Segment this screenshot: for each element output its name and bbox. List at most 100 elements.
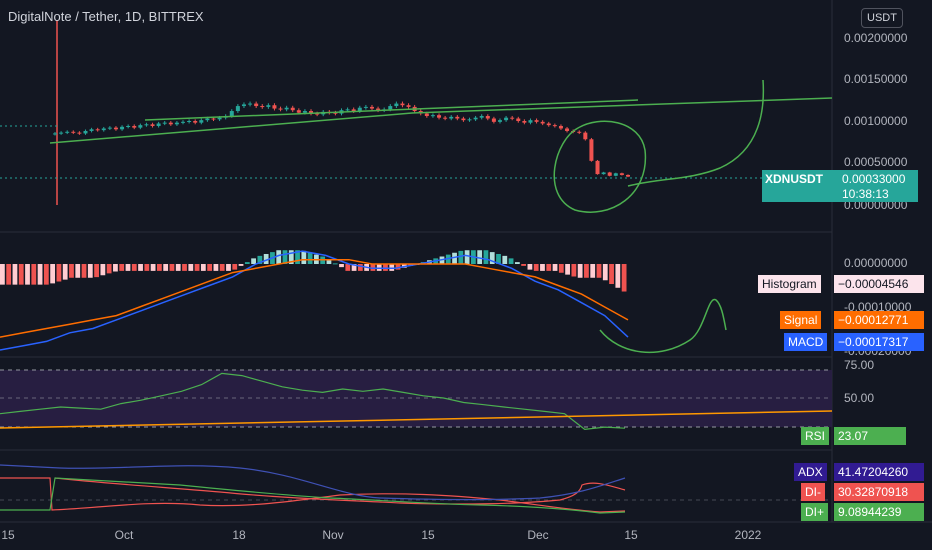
histogram-bar	[609, 264, 614, 285]
di-minus-line	[0, 477, 626, 513]
rsi-axis-label: 50.00	[844, 391, 875, 405]
candle-body	[510, 117, 515, 119]
histogram-bar	[521, 264, 527, 266]
trendline-extension	[411, 97, 833, 114]
histogram-bar	[169, 264, 175, 271]
candle-body	[540, 121, 545, 124]
candle-body	[107, 127, 112, 129]
histogram-bar	[182, 264, 187, 271]
histogram-bar	[565, 264, 570, 275]
rsi-trendline	[0, 410, 833, 429]
candle-body	[437, 115, 442, 118]
candle-body	[199, 120, 204, 123]
histogram-bar	[445, 254, 451, 264]
candle-body	[479, 116, 484, 118]
histogram-bar	[144, 264, 150, 271]
signal-line	[0, 258, 629, 338]
candle-body	[315, 113, 320, 115]
candle-body	[357, 107, 362, 112]
candle-body	[558, 125, 563, 129]
candle-body	[406, 105, 411, 107]
candle-body	[101, 128, 106, 131]
histogram-bar	[213, 264, 219, 271]
histogram-bar	[257, 255, 263, 264]
candle-body	[309, 111, 314, 114]
histogram-bar	[527, 264, 533, 270]
candle-body	[302, 111, 307, 113]
histogram-bar	[113, 264, 118, 272]
histogram-bar	[232, 264, 238, 270]
histogram-bar	[489, 252, 495, 264]
candle-body	[552, 125, 557, 127]
histogram-bar	[6, 264, 12, 285]
candle-body	[583, 132, 588, 140]
candle-body	[333, 112, 338, 114]
histogram-bar	[43, 264, 49, 285]
candle-body	[443, 117, 448, 119]
price-axis-label: 0.00050000	[844, 155, 908, 169]
histogram-bar	[326, 259, 332, 264]
histogram-bar	[458, 250, 464, 264]
time-axis-label: 15	[624, 528, 638, 542]
histogram-bar	[307, 252, 313, 264]
time-axis-label: 15	[1, 528, 15, 542]
candle-body	[467, 119, 472, 121]
histogram-bar	[558, 264, 564, 273]
histogram-bar	[389, 264, 395, 271]
histogram-bar	[288, 250, 294, 264]
histogram-bar	[401, 264, 407, 268]
histogram-bar	[357, 264, 363, 271]
candle-body	[491, 118, 496, 122]
di-minus-value: 30.32870918	[834, 483, 924, 501]
candle-body	[424, 113, 429, 117]
histogram-bar	[615, 264, 621, 288]
histogram-bar	[590, 264, 596, 278]
candle-body	[217, 117, 222, 120]
rsi-value: 23.07	[834, 427, 906, 445]
time-axis-label: 2022	[734, 528, 762, 542]
candle-body	[132, 125, 137, 128]
histogram-bar	[81, 264, 87, 278]
time-axis-label: 18	[232, 528, 246, 542]
signal-value: −0.00012771	[834, 311, 924, 329]
macd-label: MACD	[784, 333, 828, 351]
histogram-bar	[207, 264, 213, 271]
currency-unit-button[interactable]: USDT	[861, 8, 903, 28]
di-plus-line	[0, 477, 626, 514]
candle-body	[601, 172, 606, 175]
candle-body	[272, 105, 277, 109]
histogram-bar	[194, 264, 200, 271]
histogram-value: −0.00004546	[834, 275, 924, 293]
histogram-bar	[37, 264, 43, 285]
histogram-bar	[477, 250, 483, 264]
candle-body	[455, 116, 460, 119]
candle-body	[546, 123, 551, 126]
histogram-bar	[50, 264, 56, 284]
candle-body	[53, 133, 57, 135]
candle-body	[461, 118, 466, 121]
candle-body	[266, 105, 271, 107]
histogram-bar	[496, 253, 501, 264]
histogram-bar	[25, 264, 30, 285]
histogram-bar	[100, 264, 106, 276]
candle-body	[607, 172, 612, 176]
histogram-bar	[31, 264, 37, 285]
candle-body	[400, 103, 405, 106]
histogram-bar	[577, 264, 583, 278]
candle-body	[95, 129, 100, 131]
histogram-bar	[0, 264, 5, 285]
projection-arrow-macd	[599, 299, 727, 353]
time-axis-label: Nov	[322, 528, 344, 542]
candle-body	[71, 131, 76, 133]
candle-body	[229, 111, 234, 117]
signal-label: Signal	[780, 311, 822, 329]
histogram-bar	[546, 264, 552, 271]
candle-body	[278, 108, 283, 110]
candle-body	[394, 103, 399, 107]
histogram-bar	[251, 258, 256, 264]
candle-body	[296, 110, 301, 113]
candle-body	[473, 117, 478, 120]
histogram-bar	[94, 264, 99, 278]
di-minus-label: DI-	[801, 483, 825, 501]
